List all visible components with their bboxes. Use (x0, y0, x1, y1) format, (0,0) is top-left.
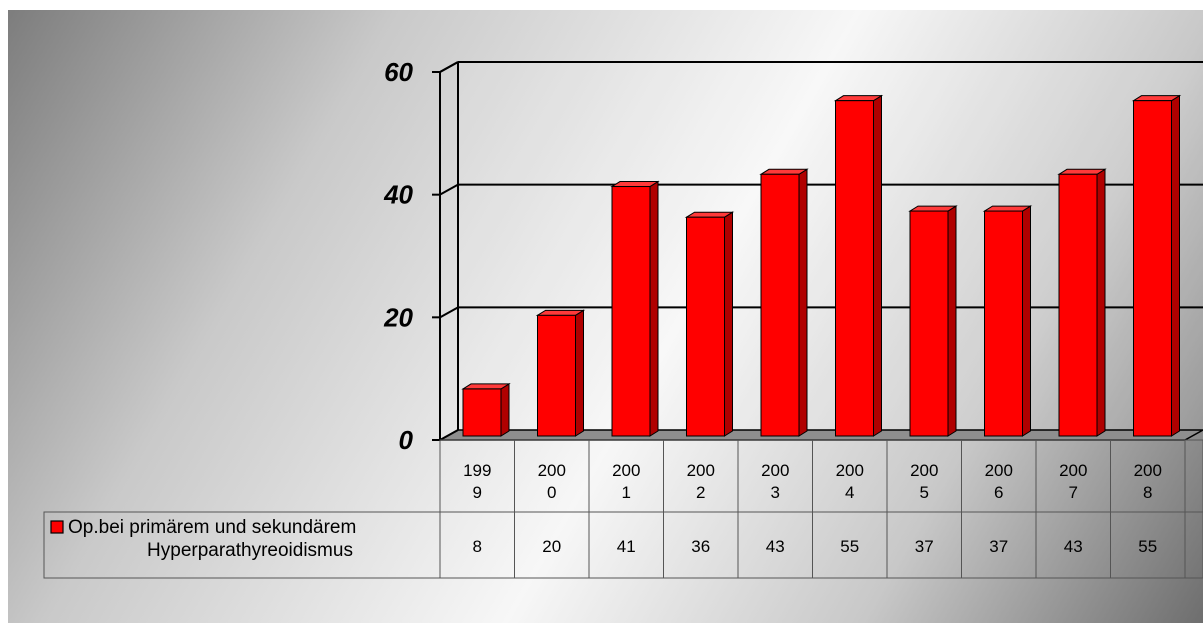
bar (1057, 168, 1107, 437)
bar-top (461, 383, 511, 390)
bar-front (760, 173, 800, 437)
data-label: 37 (989, 537, 1008, 556)
bar (759, 168, 809, 437)
bar-top (1131, 95, 1182, 102)
bar-side (1171, 94, 1180, 437)
x-tick-label: 200 2 (687, 461, 715, 502)
bar (908, 205, 958, 437)
x-tick-label: 199 9 (463, 461, 491, 502)
bar-top (535, 309, 586, 316)
bar-front (984, 210, 1023, 437)
bar-top (610, 181, 660, 188)
bar-front (909, 210, 949, 437)
gridline-diag (439, 61, 459, 73)
x-tick-label: 200 5 (910, 461, 938, 502)
y-tick-label: 40 (383, 180, 413, 210)
data-label: 36 (691, 537, 710, 556)
x-tick-label: 200 8 (1134, 461, 1162, 502)
bar (982, 205, 1033, 437)
data-label: 8 (473, 537, 482, 556)
bar-top (684, 211, 735, 218)
x-tick-label: 200 3 (761, 461, 789, 502)
legend-swatch (50, 520, 64, 534)
bars (461, 94, 1182, 437)
bar-top (908, 205, 958, 212)
bar-front (537, 314, 576, 437)
bar-side (575, 309, 584, 437)
bar-side (1022, 205, 1031, 437)
bar-side (649, 180, 659, 437)
bar-top (759, 168, 809, 175)
y-tick-label: 60 (384, 57, 413, 87)
data-label: 55 (840, 537, 859, 556)
legend-series-name: Op.bei primärem und sekundärem Hyperparat… (68, 517, 356, 561)
data-label: 41 (617, 537, 636, 556)
data-label: 55 (1138, 537, 1157, 556)
bar-side (873, 94, 882, 437)
bar-front (835, 100, 874, 437)
bar-top (833, 95, 884, 102)
data-label: 20 (542, 537, 561, 556)
bar-front (462, 388, 502, 437)
x-tick-label: 200 1 (612, 461, 640, 502)
x-tick-label: 200 0 (538, 461, 566, 502)
bar-top (982, 205, 1033, 212)
bar (684, 211, 735, 437)
x-tick-label: 200 6 (985, 461, 1013, 502)
bar-front (611, 186, 651, 437)
y-tick-label: 0 (399, 425, 414, 455)
bar-front (686, 216, 725, 437)
x-tick-label: 200 4 (836, 461, 864, 502)
bar-front (1058, 173, 1098, 437)
x-tick-label: 200 7 (1059, 461, 1087, 502)
gridline-diag (439, 183, 459, 196)
bar-top (1057, 168, 1107, 175)
bar (833, 94, 884, 437)
bar-front (1133, 100, 1172, 437)
bar-side (798, 168, 808, 437)
bar (1131, 94, 1182, 437)
table-data-row (43, 511, 1203, 579)
data-label: 43 (1064, 537, 1083, 556)
data-label: 43 (766, 537, 785, 556)
bar (610, 180, 660, 437)
gridline-diag (439, 306, 459, 319)
bar (535, 309, 586, 437)
bar (461, 383, 511, 437)
y-tick-labels: 0 20 40 60 (383, 57, 413, 455)
side-wall-bottom (439, 429, 459, 441)
bar-side (1096, 168, 1106, 437)
bar-side (500, 383, 510, 437)
y-tick-label: 20 (383, 302, 413, 332)
bar-side (947, 205, 957, 437)
data-label: 37 (915, 537, 934, 556)
bar-side (724, 211, 733, 437)
data-table: 199 9 200 0 200 1 200 2 200 3 200 4 200 5 200 6 200 7 200 8… (43, 439, 1203, 579)
